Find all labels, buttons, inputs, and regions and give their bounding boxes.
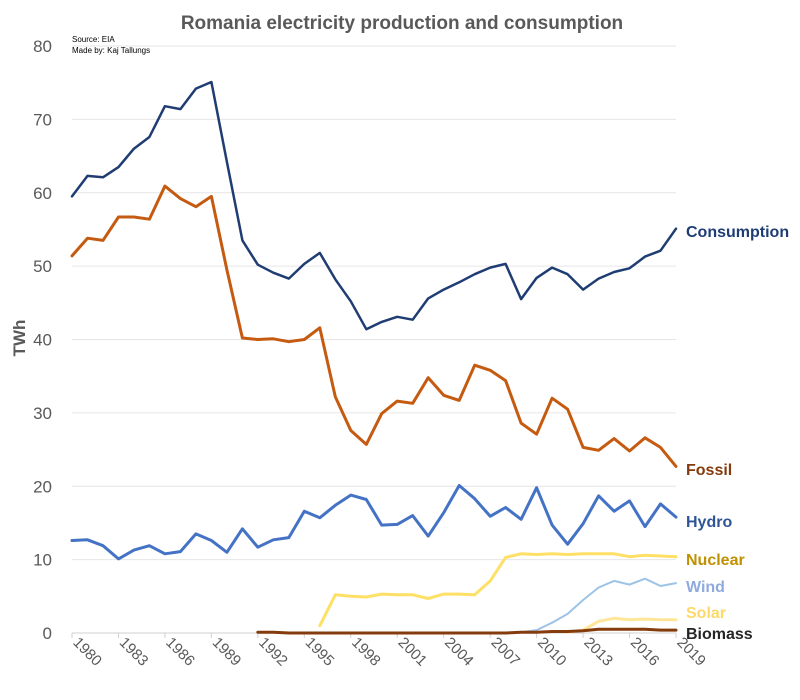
x-tick-label: 2016 (627, 634, 663, 670)
x-tick-label: 1992 (255, 634, 291, 670)
y-tick-label: 80 (33, 37, 52, 56)
series-line-fossil (70, 184, 678, 468)
series-line-hydro (70, 484, 678, 561)
series-lines (70, 80, 678, 635)
x-tick-label: 2013 (580, 634, 616, 670)
series-label-consumption: Consumption (686, 224, 789, 241)
x-tick-label: 1989 (209, 634, 245, 670)
x-tick-label: 2001 (395, 634, 431, 670)
series-label-fossil: Fossil (686, 462, 732, 479)
x-tick-label: 1980 (69, 634, 105, 670)
x-tick-label: 1995 (302, 634, 338, 670)
series-label-nuclear: Nuclear (686, 552, 745, 569)
series-line-wind (520, 577, 677, 634)
y-tick-label: 20 (33, 477, 52, 496)
y-tick-label: 0 (43, 624, 52, 643)
grid-lines (72, 45, 676, 634)
series-labels: Consumption Fossil Hydro Nuclear Wind Solar Bi… (686, 224, 789, 643)
x-tick-label: 1983 (116, 634, 152, 670)
series-line-solar (566, 616, 678, 634)
y-axis-label: TWh (10, 320, 29, 357)
series-label-wind: Wind (686, 579, 725, 596)
series-label-solar: Solar (686, 605, 726, 622)
y-tick-label: 40 (33, 331, 52, 350)
author-note: Made by: Kaj Tallungs (72, 46, 150, 55)
x-tick-label: 2004 (441, 634, 477, 670)
x-tick-label: 1986 (162, 634, 198, 670)
y-axis-ticks: 0 10 20 30 40 50 60 70 80 (33, 37, 52, 643)
series-label-biomass: Biomass (686, 626, 753, 643)
x-axis-ticks: 1980 1983 1986 1989 1992 1995 1998 2001 2004 2007… (69, 633, 709, 670)
y-tick-label: 30 (33, 404, 52, 423)
y-tick-label: 50 (33, 257, 52, 276)
source-note: Source: EIA (72, 35, 115, 44)
y-tick-label: 70 (33, 110, 52, 129)
y-tick-label: 60 (33, 184, 52, 203)
x-tick-label: 2010 (534, 634, 570, 670)
series-line-consumption (70, 80, 678, 331)
series-line-nuclear (318, 552, 678, 628)
y-tick-label: 10 (33, 551, 52, 570)
x-tick-label: 1998 (348, 634, 384, 670)
x-tick-label: 2007 (488, 634, 524, 670)
series-label-hydro: Hydro (686, 514, 732, 531)
series-line-biomass (256, 627, 678, 635)
chart-title: Romania electricity production and consu… (181, 13, 623, 34)
